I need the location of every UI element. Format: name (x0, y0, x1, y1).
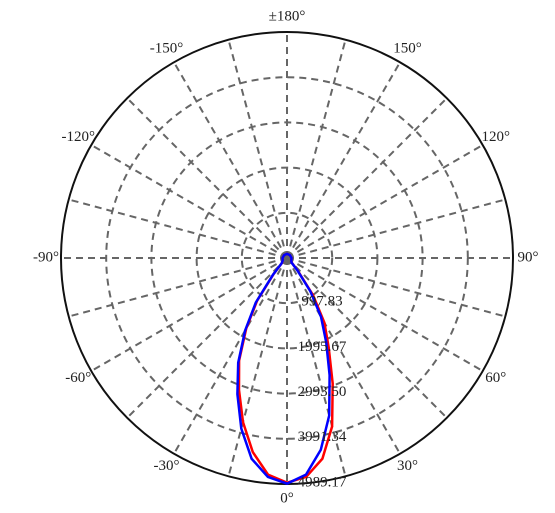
radial-label: 4989.17 (298, 474, 347, 490)
angle-label: 60° (485, 370, 506, 386)
grid-spoke (173, 61, 288, 259)
angle-label: 0° (280, 490, 294, 506)
series-line (236, 252, 331, 485)
grid-spoke-minor (68, 198, 288, 259)
grid-spoke-minor (286, 198, 506, 259)
angle-label: ±180° (269, 8, 306, 24)
angle-label: 90° (518, 249, 539, 265)
angle-label: -30° (154, 458, 180, 474)
grid-spoke (90, 257, 288, 372)
angle-label: 120° (481, 129, 510, 145)
grid-spoke-minor (286, 97, 448, 259)
grid-spoke-minor (286, 257, 448, 419)
angle-label: 30° (397, 458, 418, 474)
grid-spoke (286, 61, 401, 259)
angle-label: -60° (65, 370, 91, 386)
radial-label: 2993.50 (298, 384, 347, 400)
grid-spoke-minor (126, 257, 288, 419)
angle-label: -150° (150, 41, 184, 57)
grid-spoke-minor (227, 257, 288, 477)
grid-ring (150, 121, 424, 395)
grid-spoke (286, 257, 484, 372)
radial-label: 3991.34 (298, 429, 347, 445)
grid-spoke-minor (126, 97, 288, 259)
grid-spoke-minor (286, 39, 347, 259)
grid-spoke (286, 257, 401, 455)
grid-spoke (90, 144, 288, 259)
grid-spoke-minor (227, 39, 288, 259)
grid-ring (105, 76, 469, 440)
angle-label: -90° (33, 249, 59, 265)
angle-label: -120° (62, 129, 96, 145)
angle-label: 150° (393, 41, 422, 57)
grid-spoke-minor (286, 257, 506, 318)
grid-spoke (286, 144, 484, 259)
radial-label: 997.83 (301, 294, 342, 310)
grid-spoke-minor (286, 257, 347, 477)
grid-spoke-minor (68, 257, 288, 318)
grid-ring (195, 166, 379, 350)
grid-spoke (173, 257, 288, 455)
radial-label: 1995.67 (298, 339, 347, 355)
grid-ring (240, 211, 334, 305)
